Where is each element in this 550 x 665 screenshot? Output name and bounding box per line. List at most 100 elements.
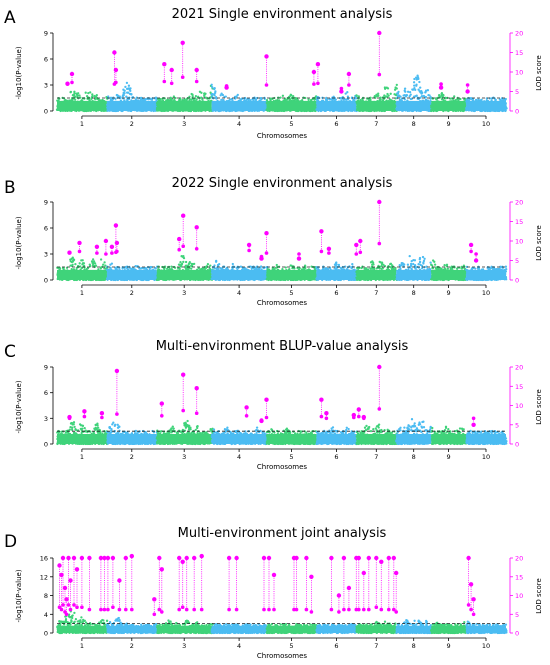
y-tick-label-left: 6	[44, 225, 48, 233]
chromosome-5-points	[265, 263, 319, 282]
y-tick-label-left: 3	[44, 251, 48, 259]
chromosome-10-points	[465, 429, 508, 446]
chromosome-band	[316, 269, 357, 280]
chromosome-band	[356, 625, 397, 633]
snp-marker-point	[194, 79, 199, 84]
snp-marker-point	[352, 415, 356, 420]
chromosome-9-points	[430, 259, 468, 282]
lod-peak-point	[113, 223, 119, 228]
chromosome-6-points	[315, 426, 359, 446]
chromosome-8-points	[395, 619, 433, 635]
chromosome-9-points	[430, 621, 468, 635]
snp-marker-point	[387, 607, 391, 612]
snp-marker-point	[162, 79, 167, 84]
x-tick-label: 5	[289, 289, 293, 297]
x-tick-label: 8	[412, 453, 416, 461]
snp-marker-point	[181, 244, 185, 248]
lod-peak-point	[110, 555, 116, 561]
snp-marker-point	[57, 605, 62, 609]
x-tick-label: 6	[334, 289, 338, 297]
lod-peak-point	[468, 582, 474, 587]
chromosome-2-points	[105, 421, 159, 446]
x-tick-label: 1	[80, 642, 84, 650]
lod-peak-point	[159, 567, 164, 572]
lod-peak-point	[102, 555, 107, 561]
snp-marker-point	[471, 416, 476, 421]
x-tick-label: 5	[289, 453, 293, 461]
lod-peak-point	[112, 50, 117, 55]
lod-peak-point	[194, 225, 199, 230]
snp-marker-point	[111, 605, 115, 609]
lod-peak-point	[99, 411, 105, 416]
snp-marker-point	[354, 252, 359, 256]
lod-peak-point	[271, 572, 277, 578]
chromosome-band	[356, 100, 397, 111]
x-tick-label: 9	[447, 289, 451, 297]
x-tick-label: 7	[374, 289, 378, 297]
snp-marker-point	[177, 607, 181, 612]
x-tick-label: 3	[182, 642, 186, 650]
lod-peak-point	[261, 555, 267, 561]
snp-marker-point	[67, 416, 72, 421]
lod-peak-point	[77, 240, 82, 246]
panel-letter-b: B	[4, 178, 16, 198]
snp-marker-point	[115, 249, 119, 254]
chromosome-band	[57, 625, 107, 633]
x-tick-label: 6	[334, 642, 338, 650]
snp-marker-point	[61, 603, 65, 607]
snp-marker-point	[244, 414, 249, 418]
lod-peak-point	[309, 574, 314, 579]
chromosome-band	[57, 434, 107, 444]
chromosome-band	[211, 434, 267, 444]
y-tick-label-right: 15	[515, 383, 523, 391]
lod-peak-point	[157, 555, 162, 561]
snp-marker-point	[339, 86, 344, 91]
panel-title-d: Multi-environment joint analysis	[178, 526, 387, 541]
y-tick-label-left: 6	[44, 389, 48, 397]
chromosome-6-points	[315, 261, 359, 282]
lod-peak-point	[341, 555, 347, 561]
lod-peak-point	[66, 555, 71, 561]
snp-marker-point	[152, 612, 157, 617]
snp-marker-point	[80, 605, 84, 609]
chromosome-band	[156, 434, 212, 444]
x-tick-label: 9	[447, 642, 451, 650]
snp-marker-point	[362, 416, 366, 421]
chromosome-band	[396, 100, 432, 111]
lod-peak-point	[74, 567, 80, 572]
lod-peak-point	[226, 555, 232, 561]
snp-marker-point	[160, 414, 164, 418]
y-tick-label-left: 8	[44, 592, 48, 600]
chromosome-8-points	[395, 254, 433, 282]
lod-peak-point	[129, 553, 134, 559]
x-tick-label: 2	[130, 642, 134, 650]
lod-peak-point	[361, 570, 366, 576]
x-tick-label: 2	[130, 289, 134, 297]
chromosome-band	[156, 625, 212, 633]
x-tick-label: 9	[447, 120, 451, 128]
y-tick-label-right: 10	[515, 69, 523, 77]
chromosome-7-points	[355, 83, 398, 113]
snp-marker-point	[64, 612, 69, 617]
x-tick-label: 8	[412, 120, 416, 128]
lod-peak-point	[234, 555, 239, 561]
lod-peak-point	[194, 67, 199, 73]
snp-marker-point	[192, 607, 196, 612]
lod-peak-point	[465, 89, 470, 94]
chromosome-1-points	[56, 421, 109, 446]
chromosome-band	[431, 625, 467, 633]
snp-marker-point	[169, 81, 174, 86]
chromosome-band	[316, 434, 357, 444]
snp-marker-point	[329, 607, 334, 612]
lod-peak-point	[377, 199, 382, 205]
snp-marker-point	[66, 603, 71, 607]
chromosome-4-points	[210, 259, 269, 282]
lod-peak-point	[184, 555, 189, 561]
ylabel-right-c: LOD score	[535, 389, 543, 425]
chromosome-band	[356, 434, 397, 444]
chromosome-band	[266, 269, 317, 280]
snp-marker-point	[342, 607, 346, 612]
lod-peak-point	[123, 555, 128, 561]
snp-marker-point	[157, 607, 162, 612]
